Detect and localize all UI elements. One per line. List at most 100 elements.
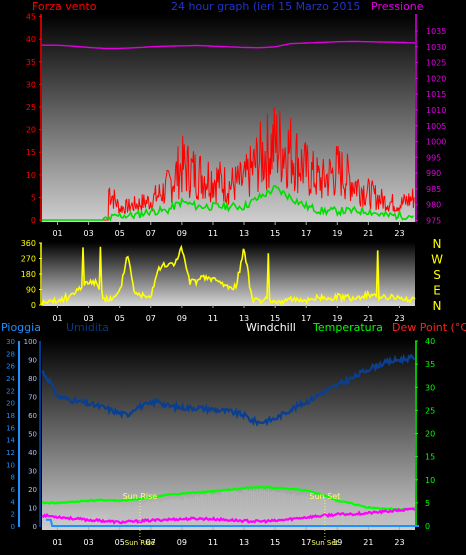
windchill-bar	[252, 489, 255, 526]
windchill-bar	[318, 498, 320, 526]
windchill-bar	[168, 499, 171, 526]
x-tick-label: 13	[239, 538, 249, 547]
windchill-bar	[379, 511, 381, 526]
windchill-bar	[226, 491, 229, 526]
humidity-legend: Umidita	[66, 321, 109, 334]
windchill-bar	[282, 491, 284, 526]
windchill-bar	[383, 512, 385, 526]
windchill-bar	[124, 507, 126, 526]
windchill-bar	[387, 511, 389, 526]
rain-legend: Pioggia	[1, 321, 41, 334]
x-tick-label: 05	[115, 314, 125, 323]
y-tick-label-humidity: 10	[28, 505, 37, 513]
windchill-bar	[321, 497, 324, 526]
windchill-bar	[196, 494, 199, 526]
y-tick-label-temperature: 30	[425, 383, 435, 392]
windchill-bar	[267, 489, 270, 526]
windchill-bar	[353, 507, 355, 526]
windchill-bar	[237, 492, 240, 526]
windchill-bar	[224, 491, 227, 526]
windchill-bar	[364, 510, 367, 526]
x-tick-label: 21	[363, 538, 373, 547]
windchill-legend: Windchill	[246, 321, 296, 334]
y-tick-label-rain: 4	[11, 498, 16, 506]
windchill-bar	[396, 510, 398, 526]
y-tick-label-temperature: 20	[425, 430, 435, 439]
windchill-bar	[276, 492, 279, 526]
y-tick-label-humidity: 20	[28, 486, 37, 494]
x-tick-label: 09	[177, 314, 187, 323]
y-tick-label-humidity: 30	[28, 468, 37, 476]
y-tick-label-direction: 180	[21, 270, 36, 279]
windchill-bar	[189, 497, 191, 526]
x-tick-label: 01	[52, 314, 62, 323]
windchill-bar	[256, 488, 258, 526]
wind-direction-series	[41, 244, 416, 306]
y-tick-label-rain: 18	[6, 412, 15, 420]
windchill-bar	[157, 500, 160, 526]
windchill-bar	[185, 497, 188, 526]
x-tick-label: 11	[208, 314, 218, 323]
windchill-bar	[297, 495, 299, 526]
windchill-bar	[293, 492, 296, 526]
windchill-bar	[299, 495, 301, 526]
y-tick-label-rain: 26	[6, 363, 15, 371]
windchill-bar	[193, 496, 195, 526]
windchill-bar	[254, 491, 257, 526]
y-tick-label-direction: 0	[31, 301, 36, 310]
windchill-bar	[165, 499, 167, 526]
y-tick-label-pressure: 975	[426, 217, 441, 226]
temperature-legend: Temperatura	[312, 321, 383, 334]
windchill-bar	[262, 490, 264, 526]
windchill-bar	[170, 498, 173, 526]
windchill-bar	[245, 489, 247, 526]
y-tick-label-direction: 360	[21, 239, 36, 248]
x-tick-label: 17	[301, 314, 311, 323]
windchill-bar	[368, 509, 370, 526]
windchill-bar	[306, 494, 309, 526]
windchill-bar	[372, 512, 374, 526]
rain-series	[46, 518, 419, 527]
windchill-bar	[230, 490, 232, 526]
y-tick-label-pressure: 1005	[426, 122, 446, 131]
windchill-bar	[359, 507, 361, 526]
windchill-bar	[388, 510, 391, 526]
windchill-bar	[129, 504, 132, 526]
windchill-bar	[366, 509, 368, 526]
windchill-bar	[181, 499, 184, 526]
x-tick-label: 15	[270, 538, 280, 547]
y-tick-label-temperature: 15	[425, 453, 435, 462]
x-tick-label: 19	[332, 229, 342, 238]
windchill-bar	[290, 494, 292, 526]
y-tick-label-wind: 25	[26, 103, 36, 112]
windchill-bar	[323, 499, 326, 526]
windchill-bar	[273, 490, 275, 526]
windchill-bar	[400, 510, 402, 526]
windchill-bar	[159, 502, 161, 526]
windchill-bar	[316, 496, 318, 526]
windchill-bar	[375, 513, 378, 526]
sunset-label: Sun Set	[309, 492, 340, 501]
windchill-bar	[150, 503, 152, 526]
y-tick-label-pressure: 985	[426, 185, 441, 194]
windchill-bar	[178, 498, 180, 526]
windchill-bar	[144, 503, 146, 526]
humidity-series	[41, 353, 416, 427]
windchill-bar	[222, 491, 225, 526]
wind-gust-series	[42, 184, 415, 222]
y-tick-label-rain: 14	[6, 437, 15, 445]
y-tick-label-wind: 20	[26, 126, 36, 135]
y-tick-label-humidity: 50	[28, 431, 37, 439]
y-tick-label-pressure: 1030	[426, 43, 446, 52]
y-tick-label-rain: 8	[11, 474, 15, 482]
sunset-bottom-label: Sun Set	[311, 539, 338, 547]
x-tick-label: 23	[394, 314, 404, 323]
x-tick-label: 21	[363, 314, 373, 323]
windchill-bar	[142, 505, 145, 526]
y-tick-label-wind: 15	[26, 148, 36, 157]
windchill-bar	[217, 494, 219, 526]
windchill-bar	[351, 507, 353, 526]
y-tick-label-wind: 30	[26, 80, 36, 89]
x-tick-label: 03	[84, 538, 94, 547]
